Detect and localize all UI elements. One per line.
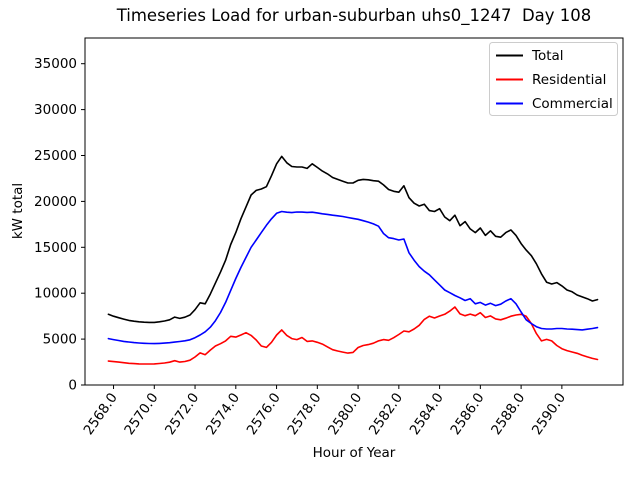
- y-tick-label: 5000: [43, 332, 77, 348]
- x-axis-ticks: 2568.0 2570.0 2572.0 2574.0 2576.0 2578.0 2580…: [81, 385, 569, 438]
- x-axis-label: Hour of Year: [313, 445, 396, 461]
- y-tick-label: 15000: [34, 240, 77, 256]
- legend-item-residential: Residential: [496, 72, 606, 88]
- legend: Total Residential Commercial: [489, 42, 618, 116]
- x-tick-label: 2586.0: [447, 390, 487, 438]
- series-line-commercial: [107, 210, 599, 345]
- x-tick-label: 2590.0: [529, 390, 569, 438]
- y-tick-label: 30000: [34, 102, 77, 118]
- legend-label-commercial: Commercial: [532, 96, 613, 112]
- x-tick-label: 2582.0: [366, 390, 406, 438]
- x-tick-label: 2580.0: [325, 390, 365, 438]
- x-tick-label: 2568.0: [81, 390, 121, 438]
- x-tick-label: 2584.0: [407, 390, 447, 438]
- legend-item-commercial: Commercial: [496, 96, 613, 112]
- x-tick-label: 2572.0: [162, 390, 202, 438]
- x-tick-label: 2588.0: [488, 390, 528, 438]
- legend-label-residential: Residential: [532, 72, 606, 88]
- y-tick-label: 25000: [34, 148, 77, 164]
- chart-title: Timeseries Load for urban-suburban uhs0_…: [116, 6, 592, 26]
- y-tick-label: 35000: [34, 56, 77, 72]
- y-tick-label: 0: [68, 378, 77, 394]
- x-tick-label: 2574.0: [203, 390, 243, 438]
- legend-item-total: Total: [496, 48, 564, 64]
- y-tick-label: 20000: [34, 194, 77, 210]
- x-tick-label: 2570.0: [121, 390, 161, 438]
- series-line-total: [107, 155, 599, 324]
- x-tick-label: 2578.0: [284, 390, 324, 438]
- series-line-residential: [107, 306, 599, 365]
- y-tick-label: 10000: [34, 286, 77, 302]
- y-axis-label: kW total: [10, 183, 26, 239]
- legend-label-total: Total: [531, 48, 564, 64]
- legend-box: [489, 42, 618, 116]
- x-tick-label: 2576.0: [244, 390, 284, 438]
- y-axis-ticks: 0 5000 10000 15000 20000 25000 30000 35000: [34, 56, 85, 394]
- series-lines: [107, 155, 599, 365]
